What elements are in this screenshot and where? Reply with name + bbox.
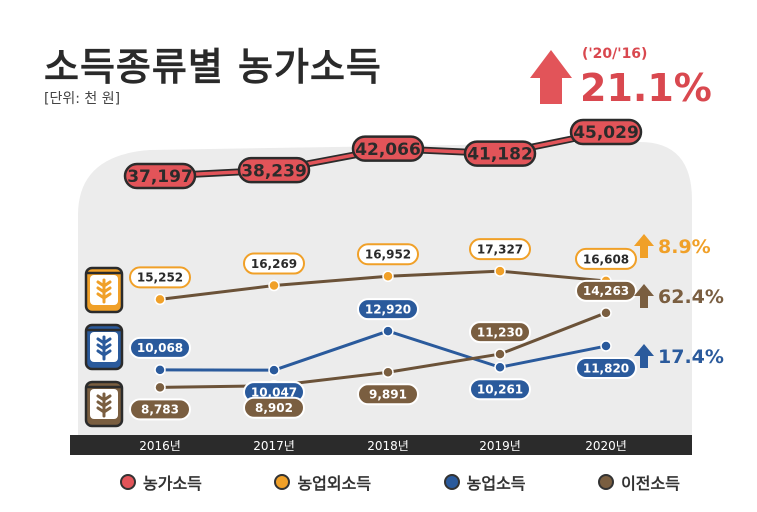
data-label-bubble-nonfarm xyxy=(243,252,305,275)
unit-label: [단위: 천 원] xyxy=(44,91,121,107)
data-label-bubble-farm xyxy=(469,378,531,401)
data-label-farm: 11,820 xyxy=(583,361,629,375)
wheat-sack-brown-icon xyxy=(84,380,124,428)
data-label-bubble-farm xyxy=(357,298,419,321)
data-label-bubble-transfer xyxy=(469,321,531,344)
data-label-bubble-nonfarm xyxy=(129,266,191,289)
data-label-total: 38,239 xyxy=(241,161,307,181)
wheat-sack-blue-icon xyxy=(84,323,124,371)
legend-item-farm: 농업소득 xyxy=(443,470,526,494)
data-label-bubble-transfer xyxy=(357,383,419,406)
x-tick-label: 2016년 xyxy=(139,439,181,453)
growth-up-arrow-icon-nonfarm xyxy=(634,234,654,258)
legend-label-nonfarm: 농업외소득 xyxy=(297,474,372,493)
total-up-arrow-icon xyxy=(530,50,572,104)
data-point-nonfarm xyxy=(268,279,280,292)
data-label-bubble-transfer xyxy=(129,398,191,421)
legend-swatch-farm xyxy=(443,474,460,490)
data-label-transfer: 9,891 xyxy=(369,388,407,402)
data-label-nonfarm: 16,269 xyxy=(251,257,297,271)
farm-growth-value: 17.4% xyxy=(658,346,724,368)
data-label-farm: 10,261 xyxy=(477,383,523,397)
data-label-transfer: 8,783 xyxy=(141,403,179,417)
data-label-total: 42,066 xyxy=(355,140,421,160)
data-label-nonfarm: 17,327 xyxy=(477,242,523,256)
data-label-bubble-total xyxy=(463,140,537,167)
data-label-nonfarm: 16,952 xyxy=(365,248,411,262)
data-label-nonfarm: 15,252 xyxy=(137,271,183,285)
legend-label-transfer: 이전소득 xyxy=(621,474,680,493)
x-tick-label: 2020년 xyxy=(585,439,627,453)
legend-label-total: 농가소득 xyxy=(143,474,202,493)
data-label-nonfarm: 16,608 xyxy=(583,252,629,266)
transfer-growth-value: 62.4% xyxy=(658,286,724,308)
x-tick-label: 2019년 xyxy=(479,439,521,453)
data-label-farm: 10,068 xyxy=(137,341,183,355)
chart-panel xyxy=(78,142,692,438)
data-point-transfer xyxy=(154,381,166,394)
data-point-nonfarm xyxy=(154,293,166,306)
data-point-nonfarm xyxy=(494,265,506,277)
legend-swatch-total xyxy=(120,474,136,490)
data-point-farm xyxy=(268,364,280,376)
data-point-farm xyxy=(382,325,394,337)
total-growth-value: 21.1% xyxy=(580,66,712,110)
data-label-transfer: 11,230 xyxy=(477,325,523,339)
data-point-transfer xyxy=(600,307,612,319)
data-label-bubble-nonfarm xyxy=(575,247,637,270)
data-label-bubble-total xyxy=(569,118,643,146)
wheat-sack-orange-icon xyxy=(84,266,124,314)
data-label-transfer: 14,263 xyxy=(583,284,629,298)
data-label-farm: 12,920 xyxy=(365,302,411,316)
data-point-transfer xyxy=(494,348,506,360)
legend-swatch-nonfarm xyxy=(274,474,291,490)
data-label-total: 41,182 xyxy=(467,145,533,165)
x-tick-label: 2018년 xyxy=(367,439,409,453)
legend-label-farm: 농업소득 xyxy=(466,474,526,493)
data-label-transfer: 8,902 xyxy=(255,401,293,415)
x-axis-bar xyxy=(70,435,692,455)
data-point-transfer xyxy=(382,366,394,379)
growth-up-arrow-icon-transfer xyxy=(634,284,654,308)
data-point-farm xyxy=(600,340,612,352)
data-label-farm: 10,047 xyxy=(251,385,297,399)
data-label-bubble-transfer xyxy=(575,279,637,302)
legend-item-nonfarm: 농업외소득 xyxy=(274,470,371,494)
legend-item-total: 농가소득 xyxy=(120,470,202,494)
legend-swatch-transfer xyxy=(598,474,615,490)
data-label-bubble-transfer xyxy=(243,396,305,419)
x-tick-label: 2017년 xyxy=(253,439,295,453)
data-label-total: 45,029 xyxy=(573,123,639,143)
data-label-bubble-farm xyxy=(575,357,637,380)
data-label-bubble-total xyxy=(351,135,425,162)
data-label-bubble-total xyxy=(123,162,197,190)
data-point-farm xyxy=(154,364,166,376)
data-label-total: 37,197 xyxy=(127,167,193,187)
period-label: ('20/'16) xyxy=(582,46,648,62)
data-label-bubble-nonfarm xyxy=(469,238,531,261)
nonfarm-growth-value: 8.9% xyxy=(658,236,711,258)
chart-title: 소득종류별 농가소득 xyxy=(44,45,382,89)
data-label-bubble-farm xyxy=(129,336,191,359)
legend-item-transfer: 이전소득 xyxy=(598,470,680,494)
data-point-nonfarm xyxy=(382,270,394,283)
legend: 농가소득 농업외소득 농업소득 이전소득 xyxy=(120,470,680,494)
data-point-farm xyxy=(494,361,506,374)
growth-up-arrow-icon-farm xyxy=(634,344,654,368)
data-label-bubble-total xyxy=(237,156,311,184)
data-label-bubble-nonfarm xyxy=(357,243,419,266)
